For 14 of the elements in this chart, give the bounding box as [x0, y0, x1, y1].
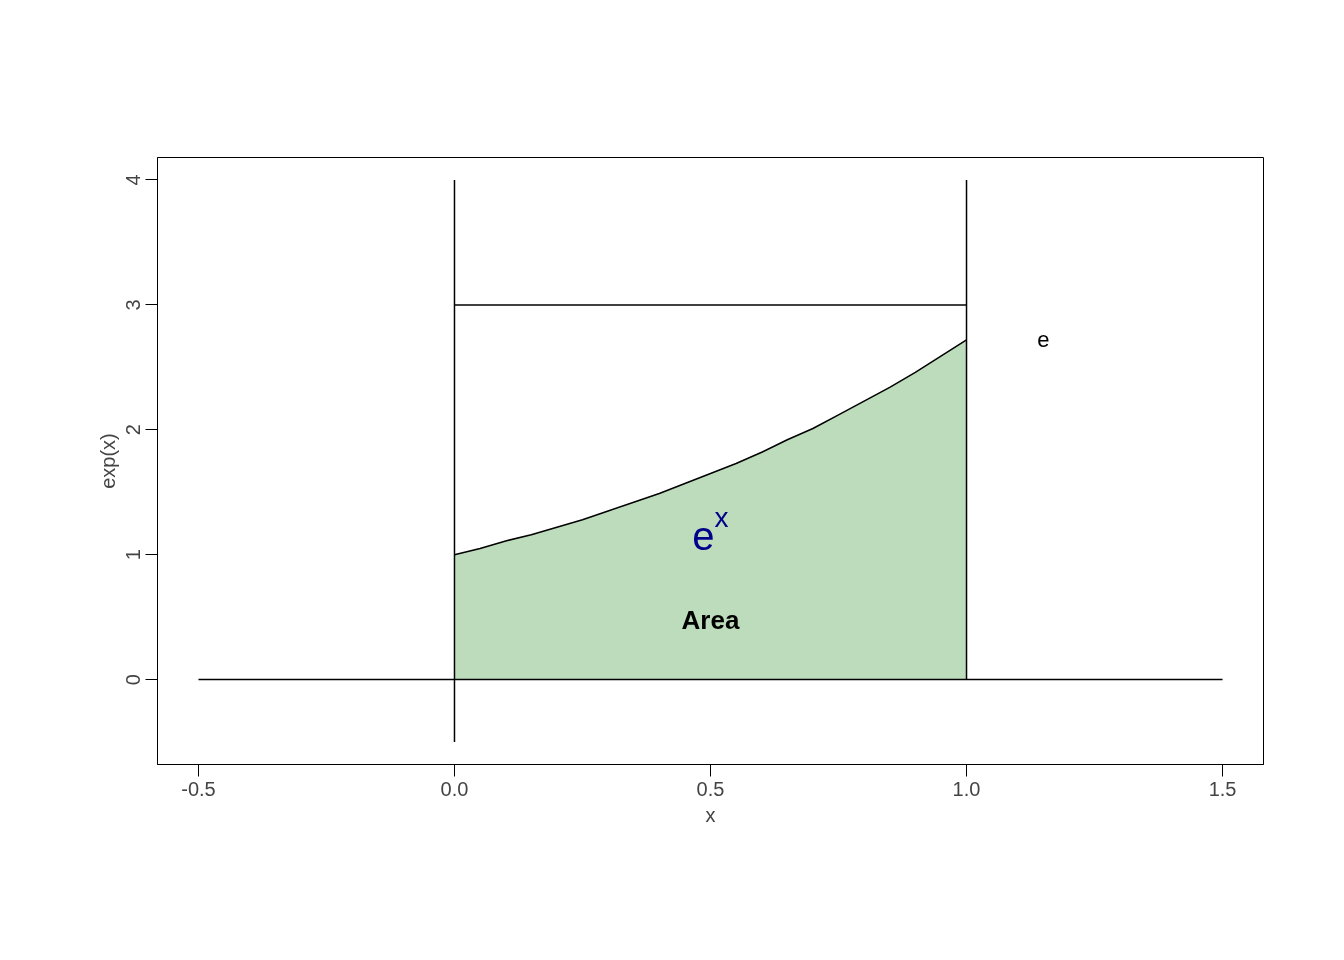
x-tick-label: 0.5	[696, 777, 725, 800]
y-tick-label: 1	[122, 549, 145, 561]
y-tick-label: 0	[122, 674, 145, 686]
x-tick-label: 1.0	[952, 777, 981, 800]
x-tick-label: 0.0	[440, 777, 469, 800]
y-tick-label: 4	[122, 174, 145, 186]
annotation: e	[1037, 327, 1050, 353]
x-tick-label: 1.5	[1208, 777, 1237, 800]
x-tick-label: -0.5	[181, 777, 216, 800]
y-tick-label: 3	[122, 299, 145, 311]
x-axis-title: x	[705, 803, 716, 826]
annotation: Area	[681, 604, 740, 635]
y-tick-label: 2	[122, 424, 145, 436]
y-axis-title: exp(x)	[96, 433, 119, 489]
